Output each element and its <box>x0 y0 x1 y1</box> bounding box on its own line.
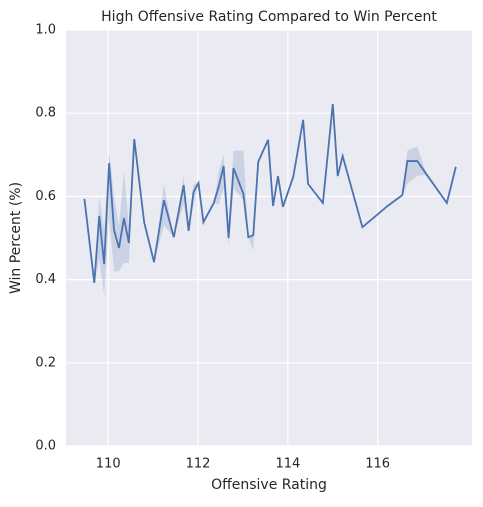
x-tick-label: 114 <box>275 457 300 472</box>
x-axis-label: Offensive Rating <box>211 477 327 493</box>
y-tick-label: 0.8 <box>35 106 56 121</box>
x-tick-label: 116 <box>365 457 390 472</box>
y-axis-label: Win Percent (%) <box>8 182 24 294</box>
y-tick-label: 0.6 <box>35 189 56 204</box>
x-tick-label: 112 <box>186 457 211 472</box>
x-tick-label: 110 <box>96 457 121 472</box>
line <box>83 103 457 284</box>
y-tick-label: 1.0 <box>35 23 56 38</box>
plot-area <box>66 30 472 446</box>
chart-title: High Offensive Rating Compared to Win Pe… <box>101 9 437 25</box>
y-tick-label: 0.2 <box>35 355 56 370</box>
y-tick-label: 0.4 <box>35 272 56 287</box>
y-tick-label: 0.0 <box>35 439 56 454</box>
